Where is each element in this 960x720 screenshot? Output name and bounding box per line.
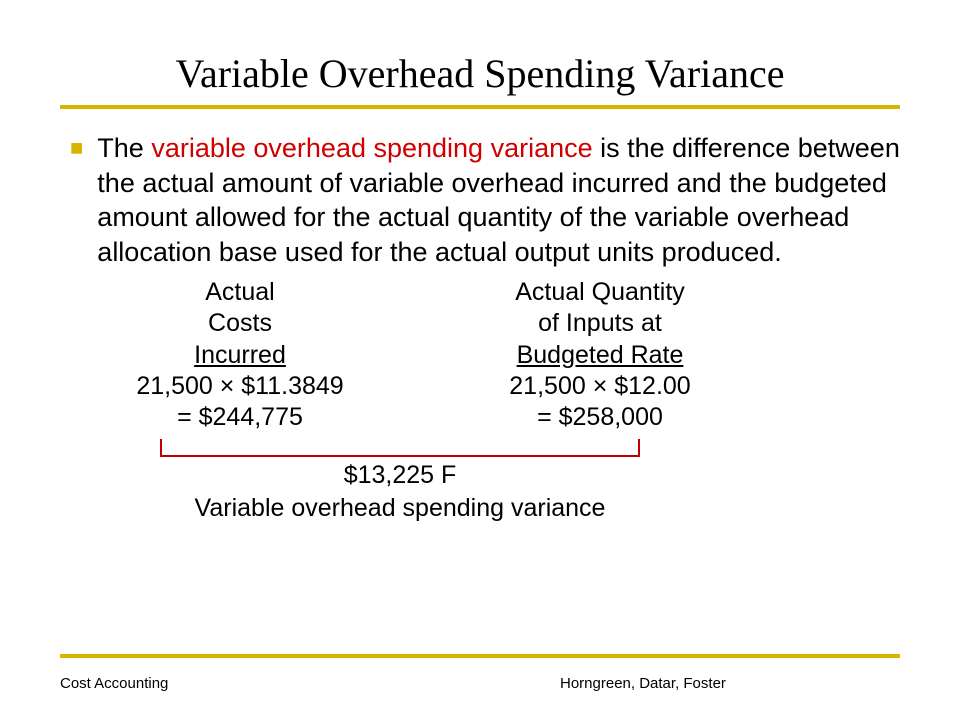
footer-left: Cost Accounting <box>60 675 400 692</box>
calc-left-line2: = $244,775 <box>90 402 390 433</box>
variance-amount: $13,225 F <box>160 459 640 492</box>
slide-title: Variable Overhead Spending Variance <box>60 50 900 97</box>
calc-right-line2: = $258,000 <box>450 402 750 433</box>
calc-left-h1: Actual <box>90 277 390 308</box>
bullet-prefix: The <box>97 133 151 163</box>
title-divider <box>60 105 900 109</box>
footer-center: Horngreen, Datar, Foster <box>400 675 900 692</box>
calc-right-h2: of Inputs at <box>450 308 750 339</box>
bottom-divider <box>60 654 900 658</box>
calc-left-h3: Incurred <box>90 340 390 371</box>
variance-label: Variable overhead spending variance <box>160 492 640 525</box>
bullet-item: ■ The variable overhead spending varianc… <box>60 131 900 269</box>
bullet-highlight: variable overhead spending variance <box>151 133 592 163</box>
calc-left-line1: 21,500 × $11.3849 <box>90 371 390 402</box>
variance-bracket <box>160 439 640 457</box>
calc-col-budgeted: Actual Quantity of Inputs at Budgeted Ra… <box>420 277 780 433</box>
variance-text: $13,225 F Variable overhead spending var… <box>160 457 640 524</box>
footer: Cost Accounting Horngreen, Datar, Foster <box>60 675 900 692</box>
bullet-text: The variable overhead spending variance … <box>97 131 900 269</box>
calc-col-actual: Actual Costs Incurred 21,500 × $11.3849 … <box>60 277 420 433</box>
bullet-icon: ■ <box>70 135 83 161</box>
variance-block: $13,225 F Variable overhead spending var… <box>160 439 640 524</box>
calc-right-line1: 21,500 × $12.00 <box>450 371 750 402</box>
slide-container: Variable Overhead Spending Variance ■ Th… <box>0 0 960 720</box>
calc-right-h3: Budgeted Rate <box>450 340 750 371</box>
calc-right-h1: Actual Quantity <box>450 277 750 308</box>
calculation-block: Actual Costs Incurred 21,500 × $11.3849 … <box>60 277 900 433</box>
calc-left-h2: Costs <box>90 308 390 339</box>
